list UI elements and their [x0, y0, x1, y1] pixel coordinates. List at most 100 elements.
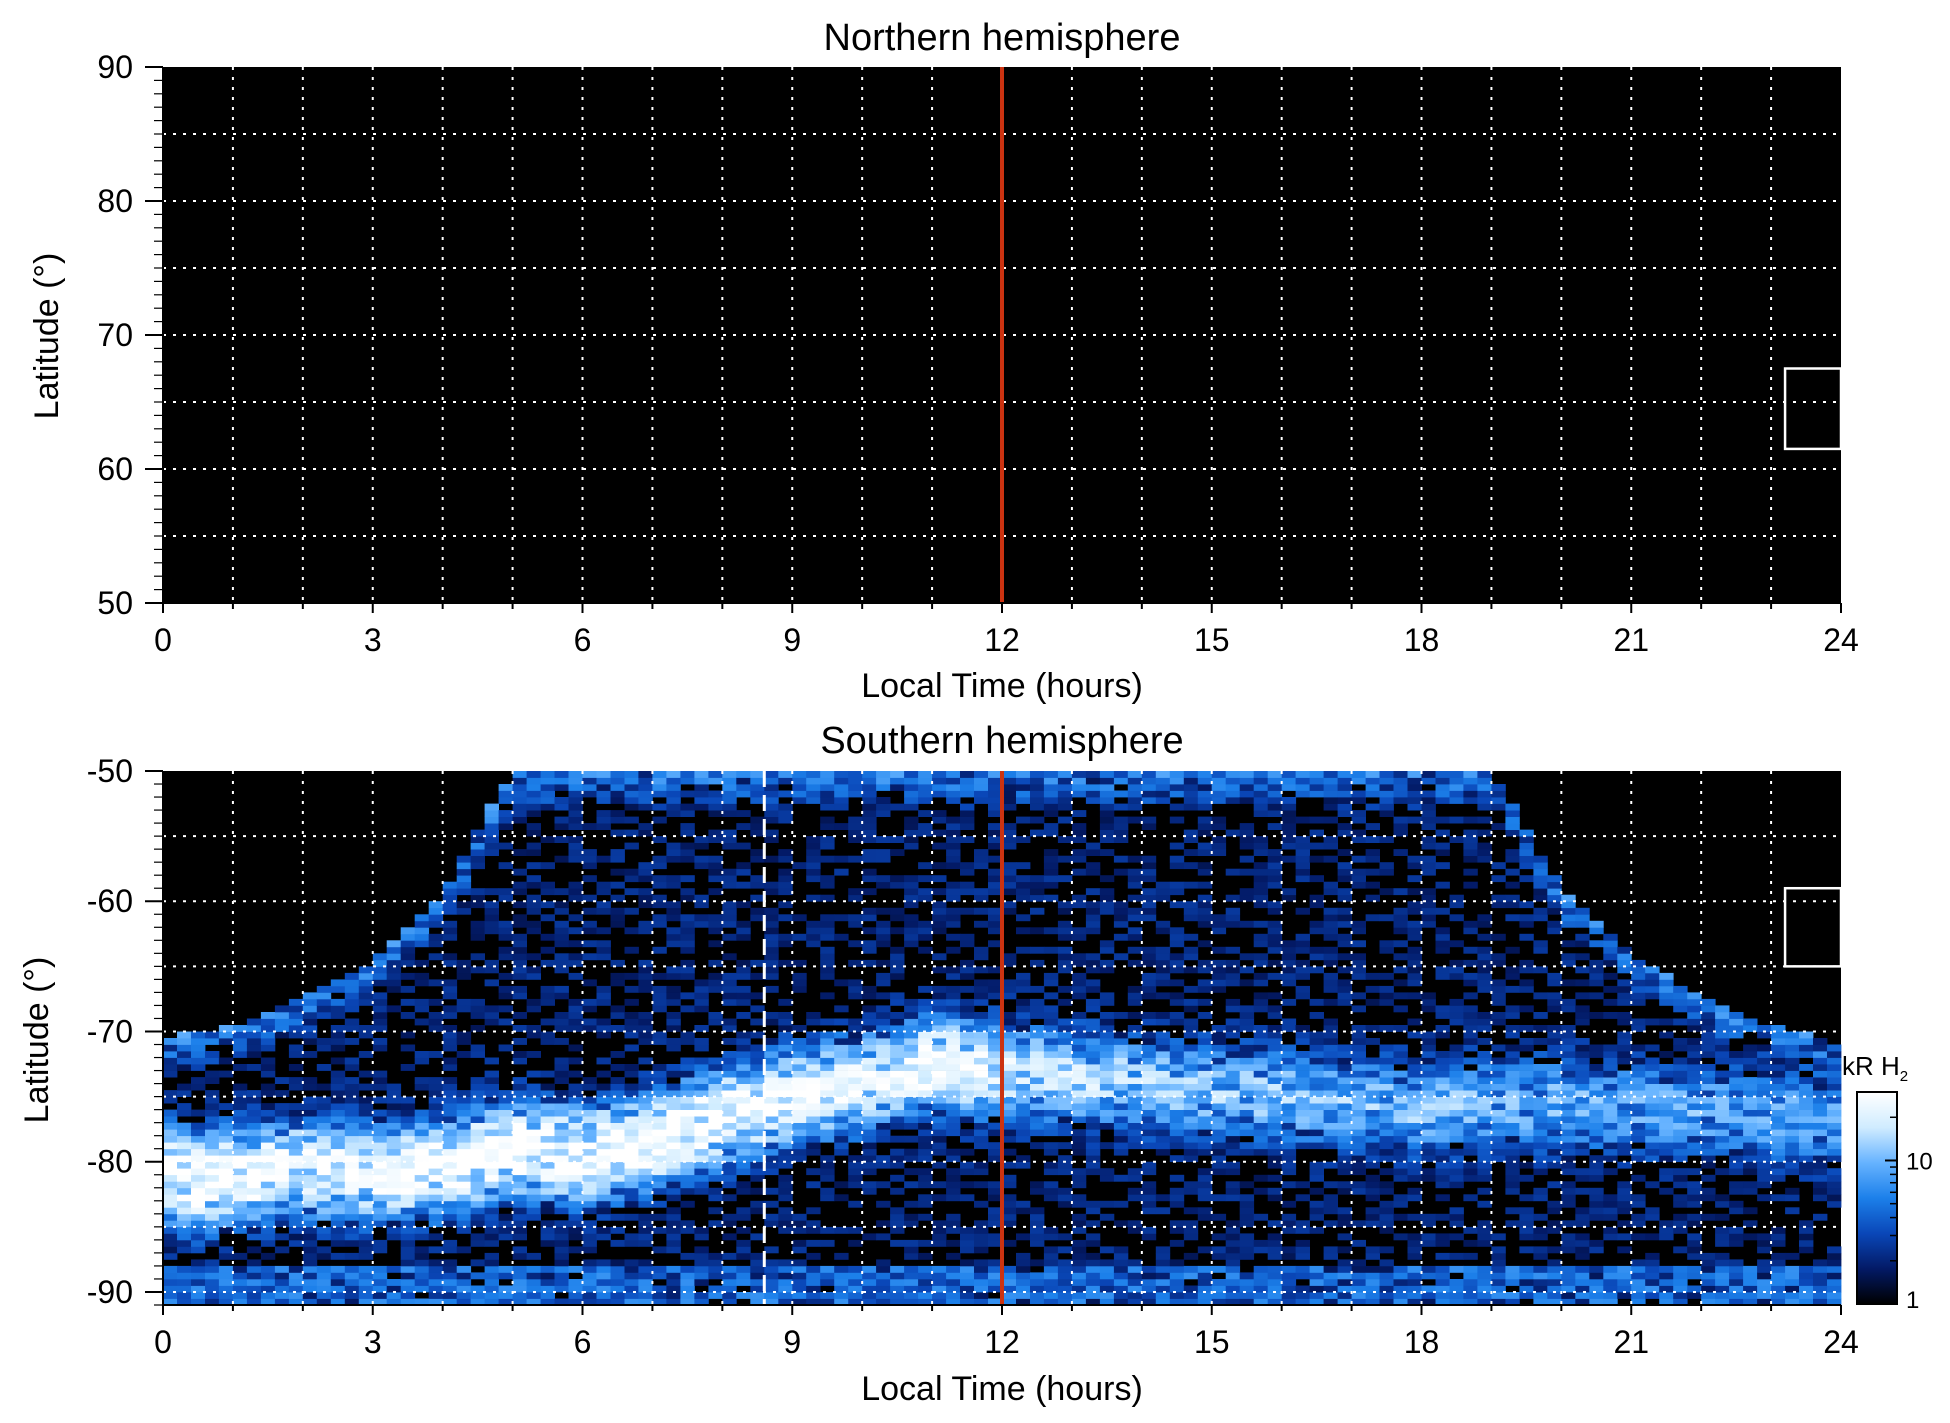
- emission-cell: [708, 1259, 723, 1267]
- emission-cell: [694, 771, 709, 778]
- emission-cell: [1183, 1129, 1199, 1137]
- emission-cell: [1435, 829, 1450, 837]
- emission-cell: [218, 1226, 234, 1234]
- emission-cell: [624, 1155, 639, 1163]
- emission-cell: [1421, 1135, 1436, 1143]
- emission-cell: [470, 1298, 485, 1306]
- emission-cell: [1127, 992, 1143, 1000]
- emission-cell: [246, 1044, 262, 1052]
- emission-cell: [218, 1070, 234, 1078]
- emission-cell: [946, 1044, 961, 1052]
- emission-cell: [582, 1018, 597, 1026]
- emission-cell: [1043, 1044, 1059, 1052]
- emission-cell: [680, 810, 695, 817]
- emission-cell: [302, 1109, 318, 1117]
- emission-cell: [554, 1090, 569, 1097]
- emission-cell: [624, 1109, 639, 1117]
- emission-cell: [498, 1109, 513, 1117]
- emission-cell: [1393, 1044, 1408, 1052]
- emission-cell: [246, 1051, 262, 1058]
- emission-cell: [498, 1181, 513, 1189]
- emission-cell: [904, 1064, 919, 1071]
- emission-cell: [1043, 1246, 1059, 1254]
- emission-cell: [1435, 1129, 1450, 1137]
- emission-cell: [638, 901, 653, 909]
- emission-cell: [1085, 1155, 1101, 1163]
- emission-cell: [1057, 1064, 1073, 1071]
- emission-cell: [1449, 1174, 1464, 1182]
- emission-cell: [974, 1279, 989, 1286]
- emission-cell: [1057, 1272, 1073, 1280]
- emission-cell: [498, 953, 513, 961]
- emission-cell: [1253, 1116, 1269, 1123]
- emission-cell: [1127, 894, 1143, 902]
- emission-cell: [1169, 1194, 1185, 1202]
- emission-cell: [1435, 907, 1450, 915]
- emission-cell: [456, 1194, 472, 1202]
- emission-cell: [1435, 972, 1450, 980]
- emission-cell: [1225, 771, 1241, 778]
- emission-cell: [988, 1272, 1003, 1280]
- emission-cell: [890, 1109, 905, 1117]
- emission-cell: [526, 1090, 541, 1097]
- emission-cell: [330, 1090, 346, 1097]
- emission-cell: [708, 862, 723, 870]
- emission-cell: [1197, 1181, 1213, 1189]
- emission-cell: [554, 1070, 569, 1078]
- emission-cell: [1141, 914, 1157, 922]
- emission-cell: [1239, 1116, 1255, 1123]
- emission-cell: [1421, 998, 1436, 1006]
- emission-cell: [708, 1077, 723, 1084]
- emission-cell: [988, 1233, 1003, 1241]
- emission-cell: [1085, 1292, 1101, 1299]
- emission-cell: [177, 1044, 192, 1052]
- emission-cell: [218, 1174, 234, 1182]
- emission-cell: [680, 940, 695, 948]
- emission-cell: [904, 1168, 919, 1176]
- emission-cell: [1351, 1122, 1366, 1130]
- emission-cell: [974, 855, 989, 863]
- emission-cell: [638, 790, 653, 798]
- emission-cell: [876, 1025, 891, 1032]
- emission-cell: [1365, 868, 1380, 876]
- emission-cell: [498, 1265, 513, 1273]
- emission-cell: [680, 1116, 695, 1123]
- emission-cell: [1197, 1070, 1213, 1078]
- emission-cell: [694, 998, 709, 1006]
- emission-cell: [890, 998, 905, 1006]
- emission-cell: [1043, 927, 1059, 935]
- emission-cell: [1113, 1220, 1129, 1228]
- emission-cell: [568, 1298, 583, 1306]
- emission-cell: [1211, 777, 1227, 785]
- emission-cell: [1183, 933, 1199, 941]
- emission-cell: [1281, 1116, 1297, 1123]
- emission-cell: [1016, 888, 1031, 896]
- emission-cell: [330, 1155, 346, 1163]
- emission-cell: [1337, 953, 1352, 961]
- emission-cell: [638, 888, 653, 896]
- emission-cell: [680, 1129, 695, 1137]
- emission-cell: [540, 881, 555, 889]
- emission-cell: [1030, 1051, 1045, 1058]
- emission-cell: [1197, 914, 1213, 922]
- emission-cell: [652, 1148, 667, 1156]
- emission-cell: [330, 1181, 346, 1189]
- emission-cell: [862, 1233, 877, 1241]
- emission-cell: [666, 803, 681, 811]
- emission-cell: [1295, 790, 1310, 798]
- emission-cell: [1253, 1187, 1269, 1195]
- emission-cell: [1379, 1109, 1394, 1117]
- emission-cell: [1085, 790, 1101, 798]
- emission-cell: [177, 1122, 192, 1130]
- emission-cell: [568, 849, 583, 856]
- emission-cell: [372, 1135, 388, 1143]
- emission-cell: [1253, 836, 1269, 843]
- emission-cell: [778, 1213, 793, 1221]
- emission-cell: [260, 1285, 276, 1293]
- emission-cell: [246, 1161, 262, 1169]
- emission-cell: [792, 1135, 807, 1143]
- emission-cell: [1379, 810, 1394, 817]
- emission-cell: [1463, 1265, 1478, 1273]
- emission-cell: [302, 1246, 318, 1254]
- emission-cell: [1043, 1252, 1059, 1260]
